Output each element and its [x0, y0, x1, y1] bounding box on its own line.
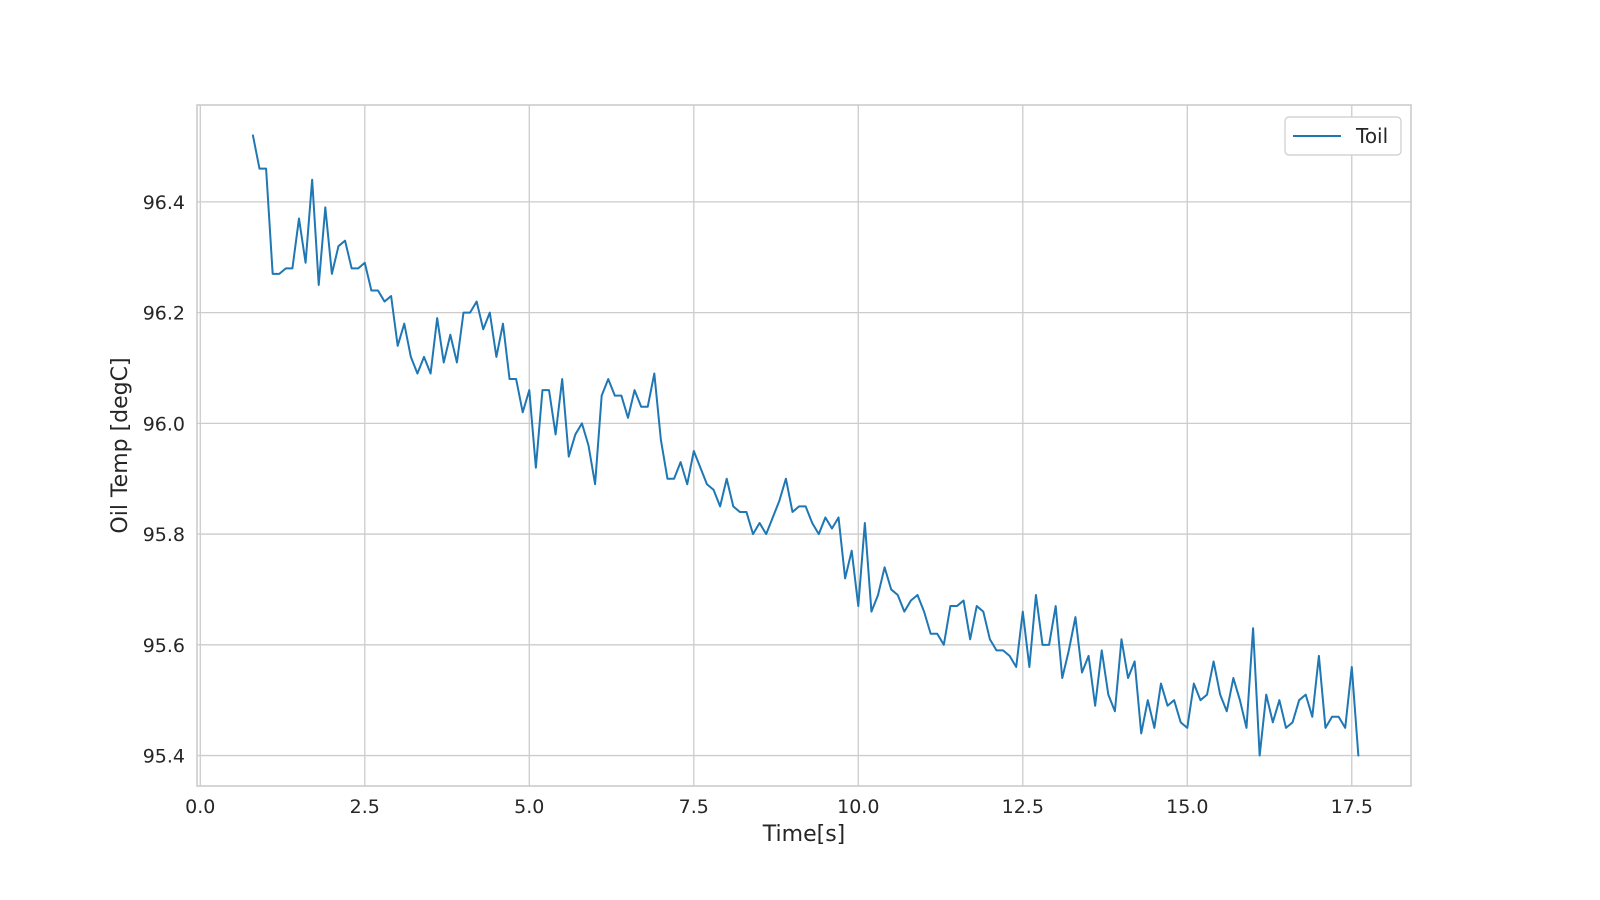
- y-tick-label: 95.6: [143, 635, 185, 657]
- x-tick-label: 2.5: [350, 796, 380, 818]
- y-axis-label: Oil Temp [degC]: [108, 357, 133, 533]
- x-tick-label: 15.0: [1166, 796, 1208, 818]
- legend-box: [1284, 116, 1402, 156]
- x-tick-label: 0.0: [185, 796, 215, 818]
- x-tick-label: 17.5: [1331, 796, 1373, 818]
- legend: Toil: [1284, 116, 1402, 156]
- plot-frame: [196, 104, 1412, 787]
- y-tick-label: 96.0: [143, 413, 185, 435]
- series-layer: [251, 134, 1360, 757]
- grid-lines: [197, 105, 1411, 786]
- y-tick-label: 96.2: [143, 303, 185, 325]
- x-tick-label: 5.0: [514, 796, 544, 818]
- y-tick-label: 95.4: [143, 746, 185, 768]
- y-tick-label: 95.8: [143, 524, 185, 546]
- x-axis-label: Time[s]: [762, 822, 845, 847]
- x-tick-label: 12.5: [1002, 796, 1044, 818]
- x-tick-label: 10.0: [837, 796, 879, 818]
- legend-label-toil: Toil: [1355, 124, 1388, 148]
- y-tick-labels: 95.4 95.6 95.8 96.0 96.2 96.4: [143, 192, 185, 768]
- series-line-toil: [251, 134, 1360, 757]
- x-tick-label: 7.5: [679, 796, 709, 818]
- x-tick-labels: 0.0 2.5 5.0 7.5 10.0 12.5 15.0 17.5: [185, 796, 1373, 818]
- y-tick-label: 96.4: [143, 192, 185, 214]
